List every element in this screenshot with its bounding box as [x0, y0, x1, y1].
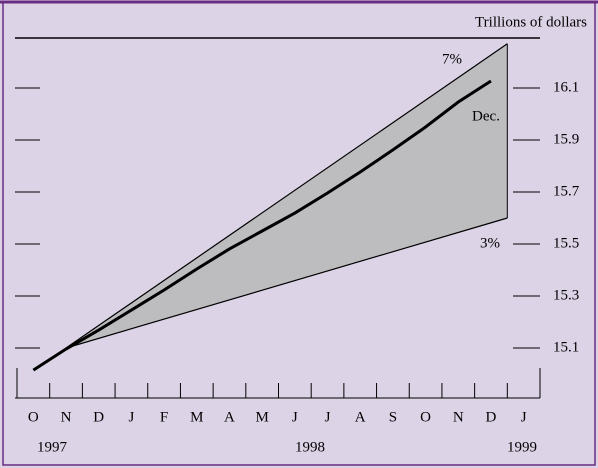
x-tick-label: A [224, 409, 235, 425]
x-tick-label: J [292, 409, 298, 425]
x-tick-label: N [61, 409, 72, 425]
x-tick-label: D [486, 409, 497, 425]
unit-label: Trillions of dollars [475, 14, 587, 30]
x-tick-label: M [190, 409, 203, 425]
y-tick-label: 15.1 [553, 339, 579, 355]
y-tick-label: 15.9 [553, 131, 579, 147]
x-tick-label: J [128, 409, 134, 425]
x-tick-label: O [420, 409, 431, 425]
x-tick-label: J [521, 409, 527, 425]
x-tick-label: D [93, 409, 104, 425]
actual-line [32, 79, 492, 372]
y-tick-label: 15.7 [553, 183, 580, 199]
bound-line [65, 43, 508, 349]
year-label: 1999 [507, 439, 537, 455]
year-label: 1997 [37, 439, 68, 455]
y-tick-label: 15.3 [553, 287, 579, 303]
x-tick-label: A [355, 409, 366, 425]
annotation: Dec. [472, 108, 500, 124]
x-tick-label: S [389, 409, 397, 425]
y-tick-label: 15.5 [553, 235, 579, 251]
series-label: 7% [442, 51, 462, 67]
bound-line [65, 217, 508, 349]
x-tick-label: N [453, 409, 464, 425]
year-label: 1998 [295, 439, 325, 455]
y-tick-label: 16.1 [553, 79, 579, 95]
x-tick-label: M [255, 409, 268, 425]
series-label: 3% [480, 235, 500, 251]
x-tick-label: F [160, 409, 168, 425]
x-tick-label: O [28, 409, 39, 425]
x-tick-label: J [325, 409, 331, 425]
